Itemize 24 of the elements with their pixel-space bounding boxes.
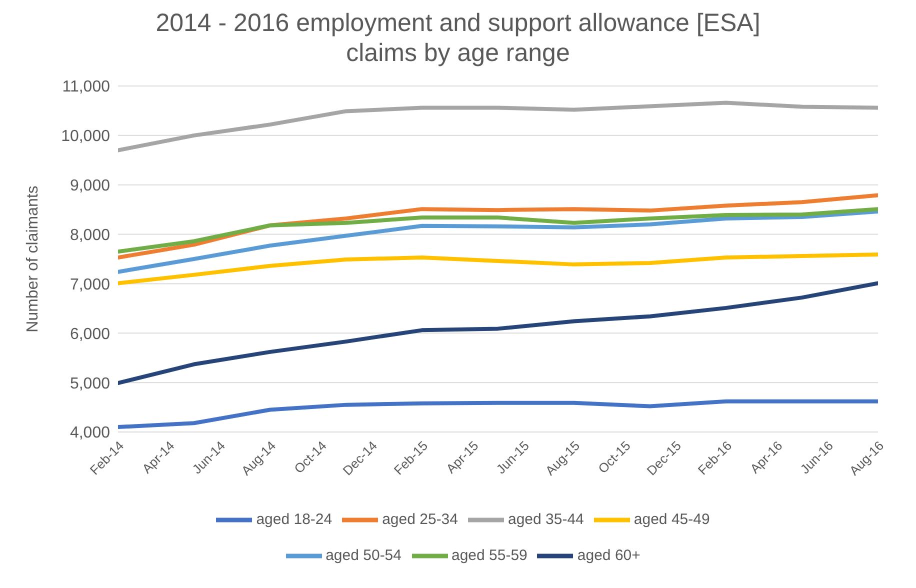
y-tick-label: 4,000 [70,424,110,442]
y-axis-title: Number of claimants [24,186,42,332]
legend-label: aged 45-49 [634,510,710,528]
legend-label: aged 50-54 [326,546,402,564]
y-tick-label: 9,000 [70,178,110,195]
legend-label: aged 55-59 [452,546,528,564]
line-series [118,281,878,386]
y-tick-label: 5,000 [70,375,110,392]
line-series [118,399,878,430]
line-series [118,210,878,274]
line-series [118,252,878,286]
y-tick-label: 10,000 [61,128,110,146]
y-tick-label: 8,000 [70,226,110,244]
legend-label: aged 35-44 [508,510,584,528]
line-series [118,207,878,254]
line-series [118,193,878,260]
legend-label: aged 25-34 [382,510,458,528]
legend-label: aged 18-24 [256,510,332,528]
line-series [118,100,878,152]
y-tick-label: 6,000 [70,326,110,343]
y-tick-label: 7,000 [70,276,110,294]
chart-title: 2014 - 2016 employment and support allowance [ESA] claims by age range [154,8,762,68]
legend-label: aged 60+ [577,546,640,564]
y-tick-label: 11,000 [62,78,110,96]
